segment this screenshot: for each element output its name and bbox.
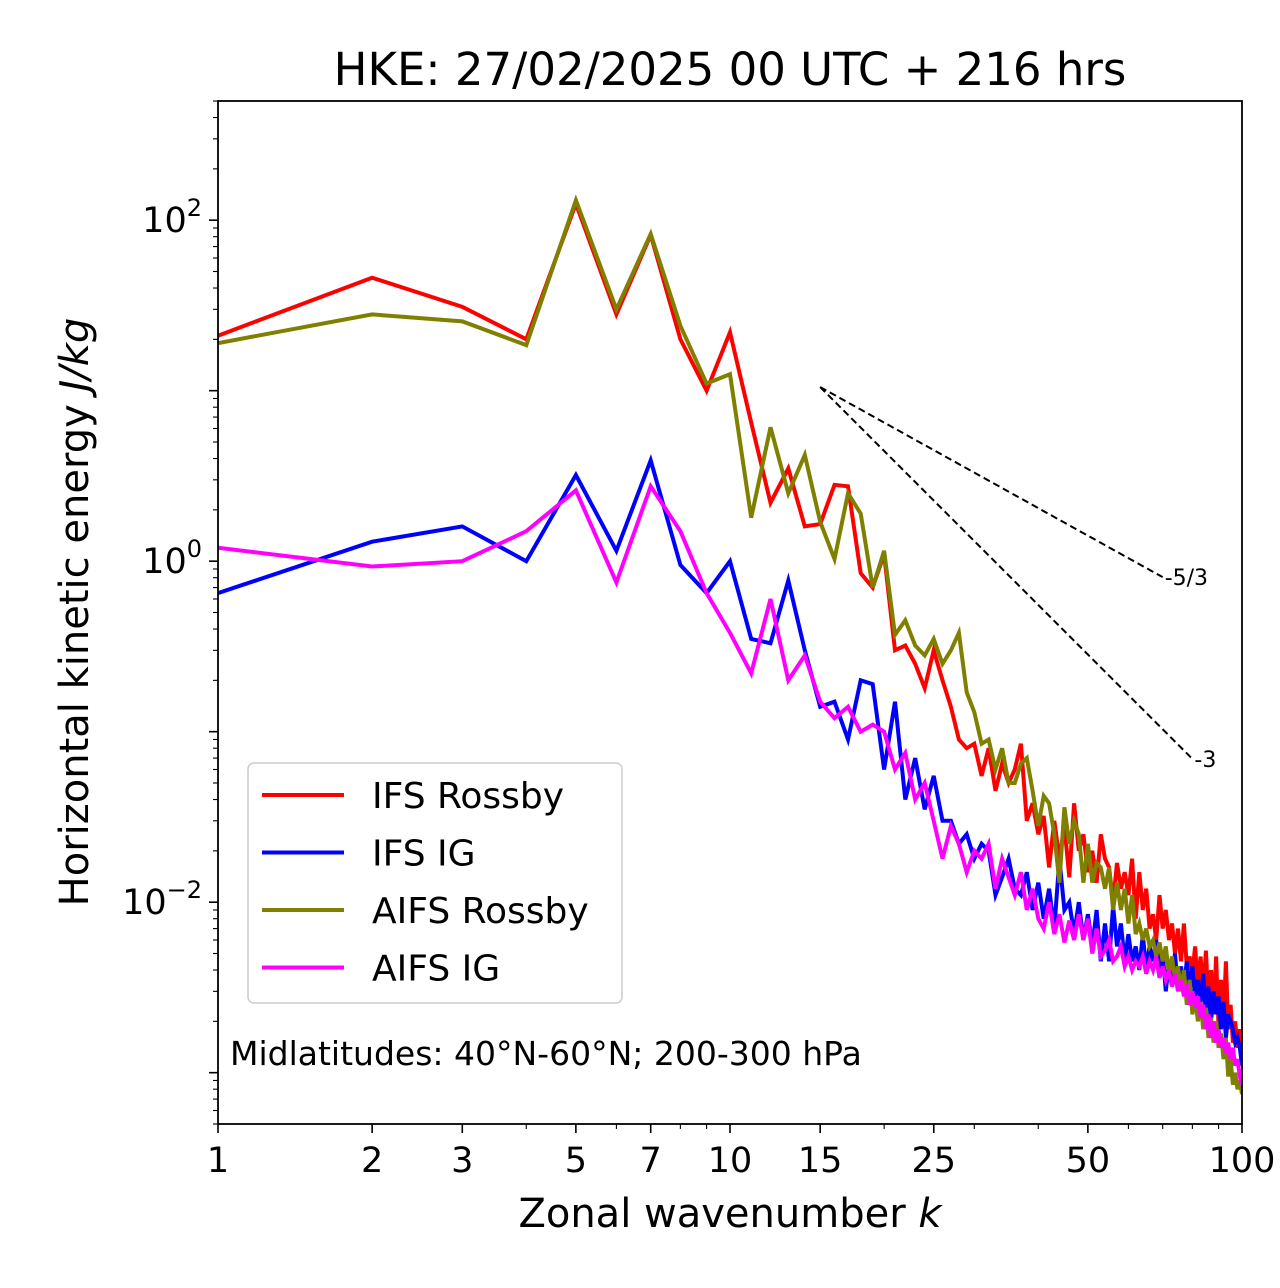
chart-title: HKE: 27/02/2025 00 UTC + 216 hrs xyxy=(334,43,1127,96)
reference-line-label: -3 xyxy=(1194,748,1216,773)
legend-box xyxy=(247,762,623,1004)
reference-line-label: -5/3 xyxy=(1165,566,1208,591)
y-axis-label: Horizontal kinetic energy J/kg xyxy=(52,318,98,907)
axis-ticks: 1 2 3 5 7 10 15 25 50 100 102 100 10−2 xyxy=(122,100,1276,1181)
legend-items: IFS Rossby IFS IG AIFS Rossby AIFS IG xyxy=(262,776,589,990)
x-tick-label: 3 xyxy=(451,1141,473,1181)
legend-label: IFS Rossby xyxy=(372,776,564,817)
legend-label: IFS IG xyxy=(372,834,476,875)
series-line-aifs-ig xyxy=(218,481,1242,1086)
y-tick-label: 100 xyxy=(142,535,202,582)
reference-slope-lines: -5/3 -3 xyxy=(819,386,1216,773)
plot-frame xyxy=(217,100,1243,1125)
reference-line xyxy=(819,386,1164,579)
x-tick-label: 10 xyxy=(708,1141,753,1181)
x-tick-label: 7 xyxy=(640,1141,662,1181)
y-tick-label: 10−2 xyxy=(122,876,202,923)
x-tick-label: 50 xyxy=(1066,1141,1111,1181)
legend-label: AIFS Rossby xyxy=(372,891,589,932)
region-annotation: Midlatitudes: 40°N-60°N; 200-300 hPa xyxy=(230,1034,862,1073)
legend: IFS Rossby IFS IG AIFS Rossby AIFS IG xyxy=(247,762,623,1004)
legend-label: AIFS IG xyxy=(372,949,500,990)
x-tick-label: 25 xyxy=(911,1141,956,1181)
x-axis-label: Zonal wavenumber k xyxy=(518,1191,943,1237)
x-tick-label: 100 xyxy=(1209,1141,1276,1181)
x-tick-label: 5 xyxy=(565,1141,587,1181)
y-tick-label: 102 xyxy=(142,194,202,241)
x-tick-label: 1 xyxy=(207,1141,229,1181)
x-tick-label: 2 xyxy=(361,1141,383,1181)
series-lines xyxy=(218,194,1242,1095)
x-tick-label: 15 xyxy=(798,1141,843,1181)
